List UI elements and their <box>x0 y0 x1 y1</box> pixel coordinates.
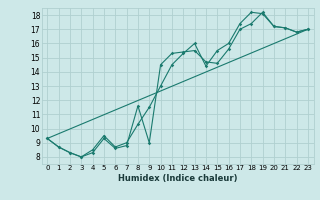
X-axis label: Humidex (Indice chaleur): Humidex (Indice chaleur) <box>118 174 237 183</box>
